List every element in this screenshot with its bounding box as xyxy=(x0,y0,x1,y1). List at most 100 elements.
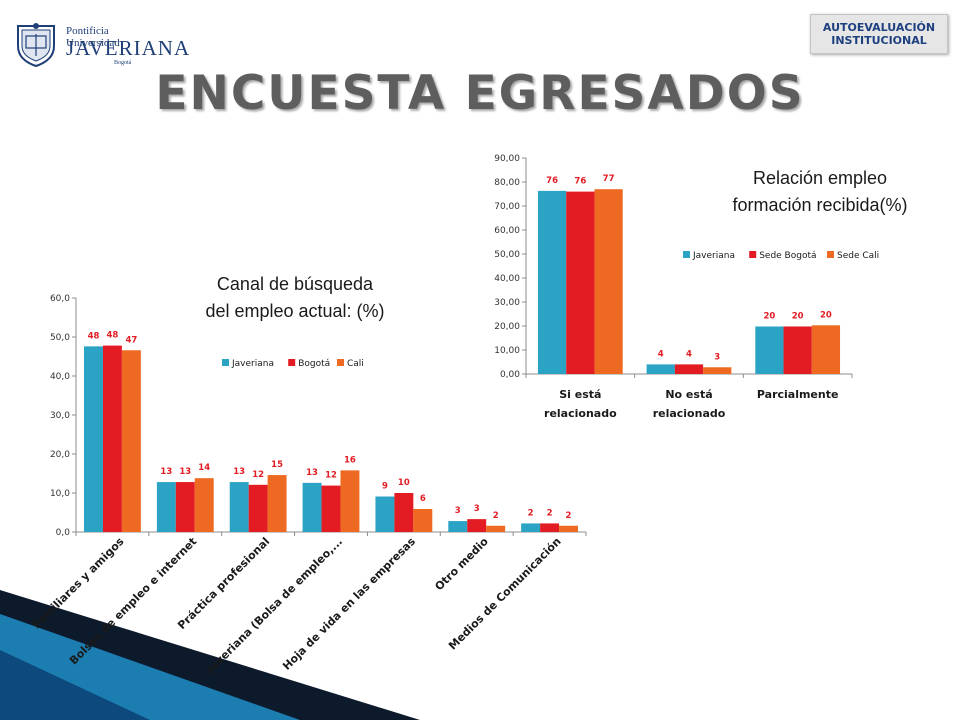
data-label: 15 xyxy=(271,460,283,470)
badge-line-2: INSTITUCIONAL xyxy=(831,34,927,47)
chart-title-line: del empleo actual: (%) xyxy=(205,301,384,321)
legend-swatch xyxy=(749,251,757,258)
data-label: 13 xyxy=(160,467,172,477)
legend-label: Cali xyxy=(347,359,364,369)
data-label: 2 xyxy=(566,511,572,521)
legend-swatch xyxy=(683,251,690,258)
bar xyxy=(302,482,322,532)
legend-label: Javeriana xyxy=(692,251,735,261)
y-tick-label: 0,00 xyxy=(500,370,520,380)
data-label: 12 xyxy=(252,470,264,480)
data-label: 4 xyxy=(658,349,664,359)
category-label-line: Si está xyxy=(559,388,601,401)
bar xyxy=(755,326,784,374)
bar xyxy=(248,484,268,532)
y-tick-label: 50,00 xyxy=(494,250,520,260)
bar xyxy=(521,523,541,532)
page-title: ENCUESTA EGRESADOS xyxy=(155,66,805,121)
bar xyxy=(156,482,176,532)
legend-swatch xyxy=(827,251,834,258)
data-label: 3 xyxy=(714,352,720,362)
y-tick-label: 80,00 xyxy=(494,178,520,188)
data-label: 10 xyxy=(398,478,410,488)
bar xyxy=(540,523,560,532)
y-tick-label: 60,0 xyxy=(50,294,70,304)
legend-swatch xyxy=(288,359,296,366)
data-label: 16 xyxy=(344,455,356,465)
bar xyxy=(413,508,433,532)
data-label: 9 xyxy=(382,482,388,492)
y-tick-label: 30,0 xyxy=(50,411,70,421)
y-tick-label: 20,00 xyxy=(494,322,520,332)
logo-line-2: JAVERIANA xyxy=(66,36,191,60)
bar xyxy=(486,525,506,532)
bar xyxy=(537,190,567,374)
bar xyxy=(121,350,141,532)
logo-line-3: Bogotá xyxy=(114,60,132,66)
legend-label: Javeriana xyxy=(231,359,274,369)
bar xyxy=(467,519,487,532)
bar xyxy=(566,191,595,374)
data-label: 48 xyxy=(88,331,100,341)
data-label: 2 xyxy=(547,508,553,518)
data-label: 3 xyxy=(455,506,461,516)
category-label-line: No está xyxy=(665,388,712,401)
data-label: 13 xyxy=(233,467,245,477)
y-tick-label: 50,0 xyxy=(50,333,70,343)
y-tick-label: 10,00 xyxy=(494,346,520,356)
bar xyxy=(102,345,122,532)
bar xyxy=(646,364,675,374)
bar xyxy=(229,482,249,532)
bar xyxy=(559,525,578,532)
chart-title: Relación empleo formación recibida(%) xyxy=(732,168,907,215)
data-label: 47 xyxy=(125,335,137,345)
data-label: 48 xyxy=(107,331,119,341)
legend-label: Sede Bogotá xyxy=(759,251,816,261)
category-label-line: Parcialmente xyxy=(757,388,839,401)
bar xyxy=(267,475,287,532)
bar xyxy=(84,346,103,532)
data-label: 20 xyxy=(820,310,832,320)
chart-title-line: formación recibida(%) xyxy=(732,195,907,215)
bar xyxy=(703,367,732,374)
legend-label: Bogotá xyxy=(298,359,330,369)
y-tick-label: 60,00 xyxy=(494,226,520,236)
y-tick-label: 90,00 xyxy=(494,154,520,164)
category-label: No está relacionado xyxy=(653,388,726,420)
bar xyxy=(674,364,704,374)
category-label: Parcialmente xyxy=(757,388,839,401)
data-label: 3 xyxy=(474,504,480,514)
category-label-line: relacionado xyxy=(653,407,726,420)
bar xyxy=(194,478,214,532)
data-label: 14 xyxy=(198,463,210,473)
y-tick-label: 0,0 xyxy=(56,528,71,538)
y-tick-label: 70,00 xyxy=(494,202,520,212)
data-label: 6 xyxy=(420,494,426,504)
data-label: 2 xyxy=(493,511,499,521)
chart-title: Canal de búsqueda del empleo actual: (%) xyxy=(205,274,384,321)
y-tick-label: 10,0 xyxy=(50,489,70,499)
chart-title-line: Relación empleo xyxy=(753,168,887,188)
data-label: 20 xyxy=(763,311,775,321)
badge-line-1: AUTOEVALUACIÓN xyxy=(822,21,936,34)
bar xyxy=(375,496,395,532)
y-tick-label: 20,0 xyxy=(50,450,70,460)
legend-label: Sede Cali xyxy=(837,251,879,261)
category-label-line: relacionado xyxy=(544,407,617,420)
crest-icon xyxy=(17,23,55,68)
bar xyxy=(321,485,341,532)
data-label: 76 xyxy=(546,176,558,186)
y-tick-label: 40,00 xyxy=(494,274,520,284)
data-label: 12 xyxy=(325,471,337,481)
data-label: 77 xyxy=(603,174,615,184)
bar xyxy=(340,470,360,532)
legend-swatch xyxy=(222,359,229,366)
data-label: 2 xyxy=(528,508,534,518)
data-label: 76 xyxy=(574,177,586,187)
chart-title-line: Canal de búsqueda xyxy=(217,274,374,294)
autoevaluacion-badge: AUTOEVALUACIÓN INSTITUCIONAL xyxy=(810,14,948,54)
logo-line-1: Pontificia Universidad xyxy=(66,25,120,49)
data-label: 4 xyxy=(686,349,692,359)
category-label: Si está relacionado xyxy=(544,388,617,420)
